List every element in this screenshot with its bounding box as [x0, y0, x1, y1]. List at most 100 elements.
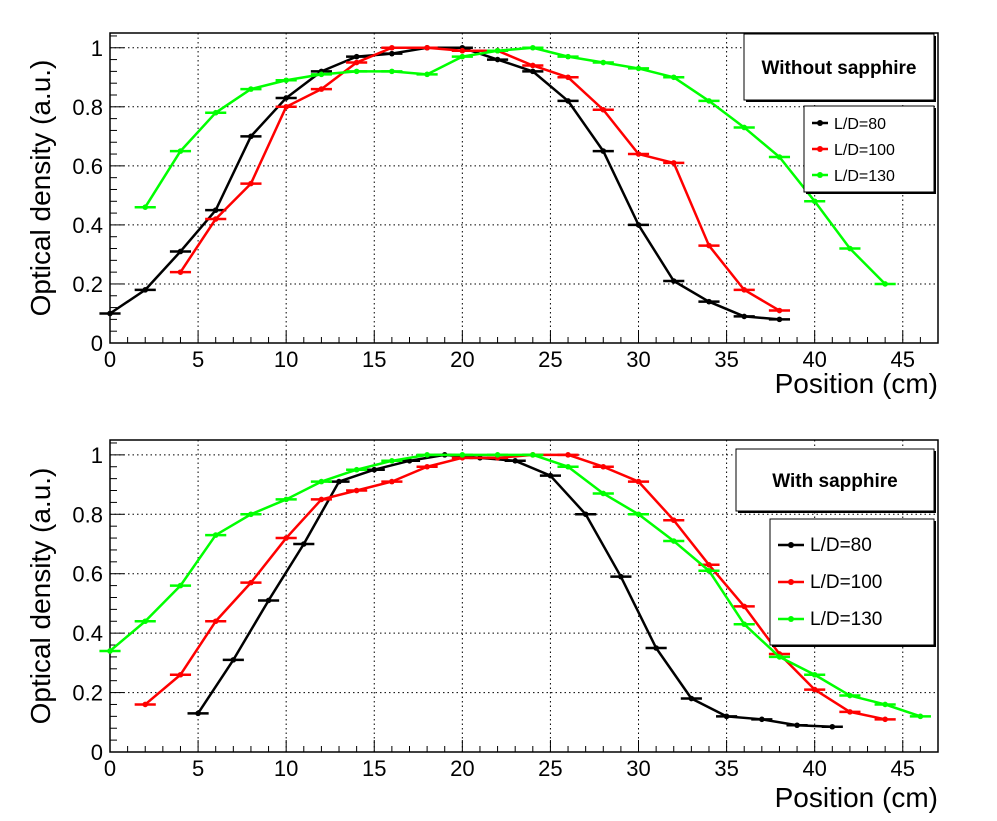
data-point	[142, 701, 149, 708]
data-point	[882, 701, 888, 708]
data-point	[759, 716, 765, 723]
data-point	[670, 74, 677, 81]
data-point	[212, 109, 219, 116]
data-point	[494, 47, 501, 54]
x-tick-label: 30	[626, 756, 650, 781]
data-point	[389, 50, 395, 57]
y-tick-label: 0	[91, 331, 103, 356]
data-point	[212, 618, 219, 625]
data-point	[336, 478, 342, 485]
data-point	[424, 452, 430, 458]
title-box	[743, 33, 935, 101]
data-point	[283, 496, 289, 503]
data-point	[600, 490, 607, 497]
data-point	[688, 695, 695, 702]
data-point	[142, 287, 149, 293]
data-point	[741, 603, 748, 610]
data-point	[406, 458, 413, 464]
title-box	[735, 448, 935, 512]
legend-label: L/D=80	[810, 535, 872, 556]
series-line	[144, 46, 887, 285]
x-tick-label: 0	[104, 756, 116, 781]
y-tick-label: 0.2	[72, 681, 103, 706]
data-point	[741, 313, 748, 320]
data-point	[600, 463, 607, 470]
data-point	[494, 56, 501, 63]
data-point	[565, 98, 571, 104]
data-point	[723, 713, 730, 720]
data-point	[177, 248, 184, 255]
data-point	[318, 496, 325, 503]
data-point	[353, 53, 360, 60]
data-point	[600, 106, 607, 113]
data-point	[847, 245, 853, 252]
data-point	[353, 59, 360, 66]
legend-label: L/D=100	[834, 142, 895, 159]
x-tick-label: 40	[802, 347, 826, 372]
series-line	[179, 46, 781, 312]
data-point	[318, 71, 325, 78]
data-point	[107, 648, 113, 654]
legend-swatch-marker	[788, 579, 794, 585]
data-point	[706, 567, 712, 574]
data-point	[582, 511, 589, 518]
y-axis-title: Optical density (a.u.)	[25, 468, 56, 725]
data-point	[424, 44, 430, 51]
data-point	[248, 579, 254, 586]
y-tick-label: 0.8	[72, 502, 103, 527]
data-point	[512, 458, 518, 464]
data-point	[776, 307, 783, 314]
x-tick-label: 5	[192, 347, 204, 372]
data-point	[917, 713, 924, 720]
legend-swatch-marker	[817, 172, 823, 178]
legend-label: L/D=130	[834, 168, 895, 185]
data-point	[565, 463, 571, 470]
data-point	[248, 133, 254, 140]
data-point	[389, 458, 395, 464]
data-point	[459, 452, 466, 458]
x-tick-label: 5	[192, 756, 204, 781]
data-point	[741, 621, 748, 628]
y-axis-title: Optical density (a.u.)	[25, 60, 56, 317]
data-point	[142, 618, 149, 625]
data-point	[142, 204, 149, 210]
data-point	[265, 597, 272, 604]
x-axis-title: Position (cm)	[775, 368, 938, 399]
data-point	[177, 148, 184, 154]
legend-label: L/D=80	[834, 116, 886, 133]
y-tick-label: 0	[91, 740, 103, 765]
data-point	[248, 511, 254, 518]
data-point	[353, 68, 360, 75]
x-tick-label: 45	[891, 347, 915, 372]
data-point	[776, 316, 783, 323]
data-point	[389, 68, 395, 75]
data-point	[248, 86, 254, 92]
data-point	[565, 74, 571, 81]
x-tick-label: 30	[626, 347, 650, 372]
legend-label: L/D=100	[810, 572, 882, 593]
data-point	[353, 487, 360, 494]
data-point	[600, 148, 607, 154]
data-point	[248, 180, 254, 187]
data-point	[212, 207, 219, 213]
legend-swatch-marker	[788, 542, 794, 548]
plot-frame	[109, 439, 939, 753]
data-point	[177, 582, 184, 589]
x-tick-label: 25	[538, 756, 562, 781]
x-tick-label: 45	[891, 756, 915, 781]
data-point	[811, 671, 818, 678]
data-point	[811, 198, 818, 205]
data-point	[653, 645, 659, 651]
x-tick-label: 15	[362, 347, 386, 372]
bottom-panel: 0 5 10 15 20 25 30 35 40 45 0 0.2 0.4 0.6 0.8 1 Position…	[25, 439, 939, 813]
data-point	[670, 278, 677, 284]
y-tick-label: 0.6	[72, 154, 103, 179]
data-point	[371, 466, 378, 473]
chart-title: With sapphire	[772, 471, 897, 492]
legend-swatch-marker	[817, 120, 823, 126]
x-tick-label: 15	[362, 756, 386, 781]
data-point	[318, 86, 325, 92]
data-point	[741, 287, 748, 293]
data-point	[389, 44, 395, 51]
